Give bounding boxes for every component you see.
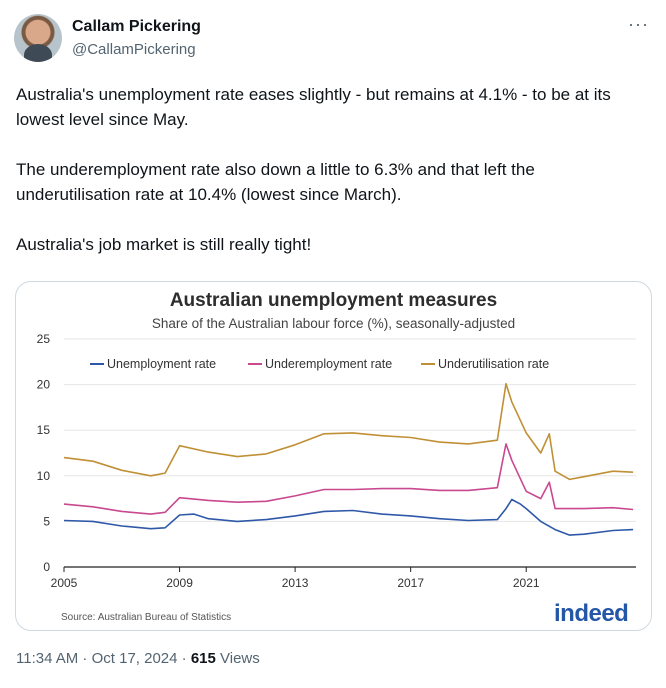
- chart-source: Source: Australian Bureau of Statistics: [61, 612, 232, 623]
- tweet-text: Australia's unemployment rate eases slig…: [16, 82, 646, 282]
- tweet-meta: 11:34 AM · Oct 17, 2024 · 615 Views: [16, 650, 260, 667]
- legend-label: Unemployment rate: [107, 357, 216, 371]
- view-count: 615: [190, 650, 216, 667]
- y-tick-label: 10: [37, 469, 51, 483]
- chart-title: Australian unemployment measures: [169, 290, 498, 311]
- x-tick-label: 2013: [282, 576, 309, 590]
- legend-label: Underutilisation rate: [438, 357, 549, 371]
- tweet-paragraph-2: The underemployment rate also down a lit…: [16, 160, 535, 204]
- y-tick-label: 5: [43, 514, 50, 528]
- views-label: Views: [215, 650, 260, 667]
- avatar[interactable]: [14, 14, 62, 62]
- legend-label: Underemployment rate: [265, 357, 392, 371]
- series-line: [63, 498, 634, 536]
- y-tick-label: 20: [37, 378, 51, 392]
- series-line: [63, 382, 634, 481]
- y-tick-label: 25: [37, 332, 51, 346]
- series-line: [63, 443, 634, 515]
- tweet-paragraph-1: Australia's unemployment rate eases slig…: [16, 85, 611, 129]
- x-tick-label: 2021: [513, 576, 540, 590]
- chart-subtitle: Share of the Australian labour force (%)…: [151, 316, 516, 331]
- x-tick-label: 2005: [51, 576, 78, 590]
- timestamp[interactable]: 11:34 AM · Oct 17, 2024 ·: [16, 650, 191, 667]
- author-name[interactable]: Callam Pickering: [72, 18, 201, 35]
- x-tick-label: 2009: [166, 576, 193, 590]
- y-tick-label: 15: [37, 423, 51, 437]
- y-tick-label: 0: [43, 560, 50, 574]
- indeed-logo: indeed: [554, 600, 629, 627]
- more-options-icon[interactable]: ···: [628, 14, 649, 34]
- line-chart: 0 5 10 15 20 25 2005 2009 2013 2017 2021 Unemployme…: [37, 332, 636, 590]
- x-tick-label: 2017: [397, 576, 424, 590]
- tweet-paragraph-3: Australia's job market is still really t…: [16, 235, 312, 254]
- chart-image[interactable]: Australian unemployment measures Share o…: [15, 281, 652, 631]
- author-handle[interactable]: @CallamPickering: [72, 41, 196, 58]
